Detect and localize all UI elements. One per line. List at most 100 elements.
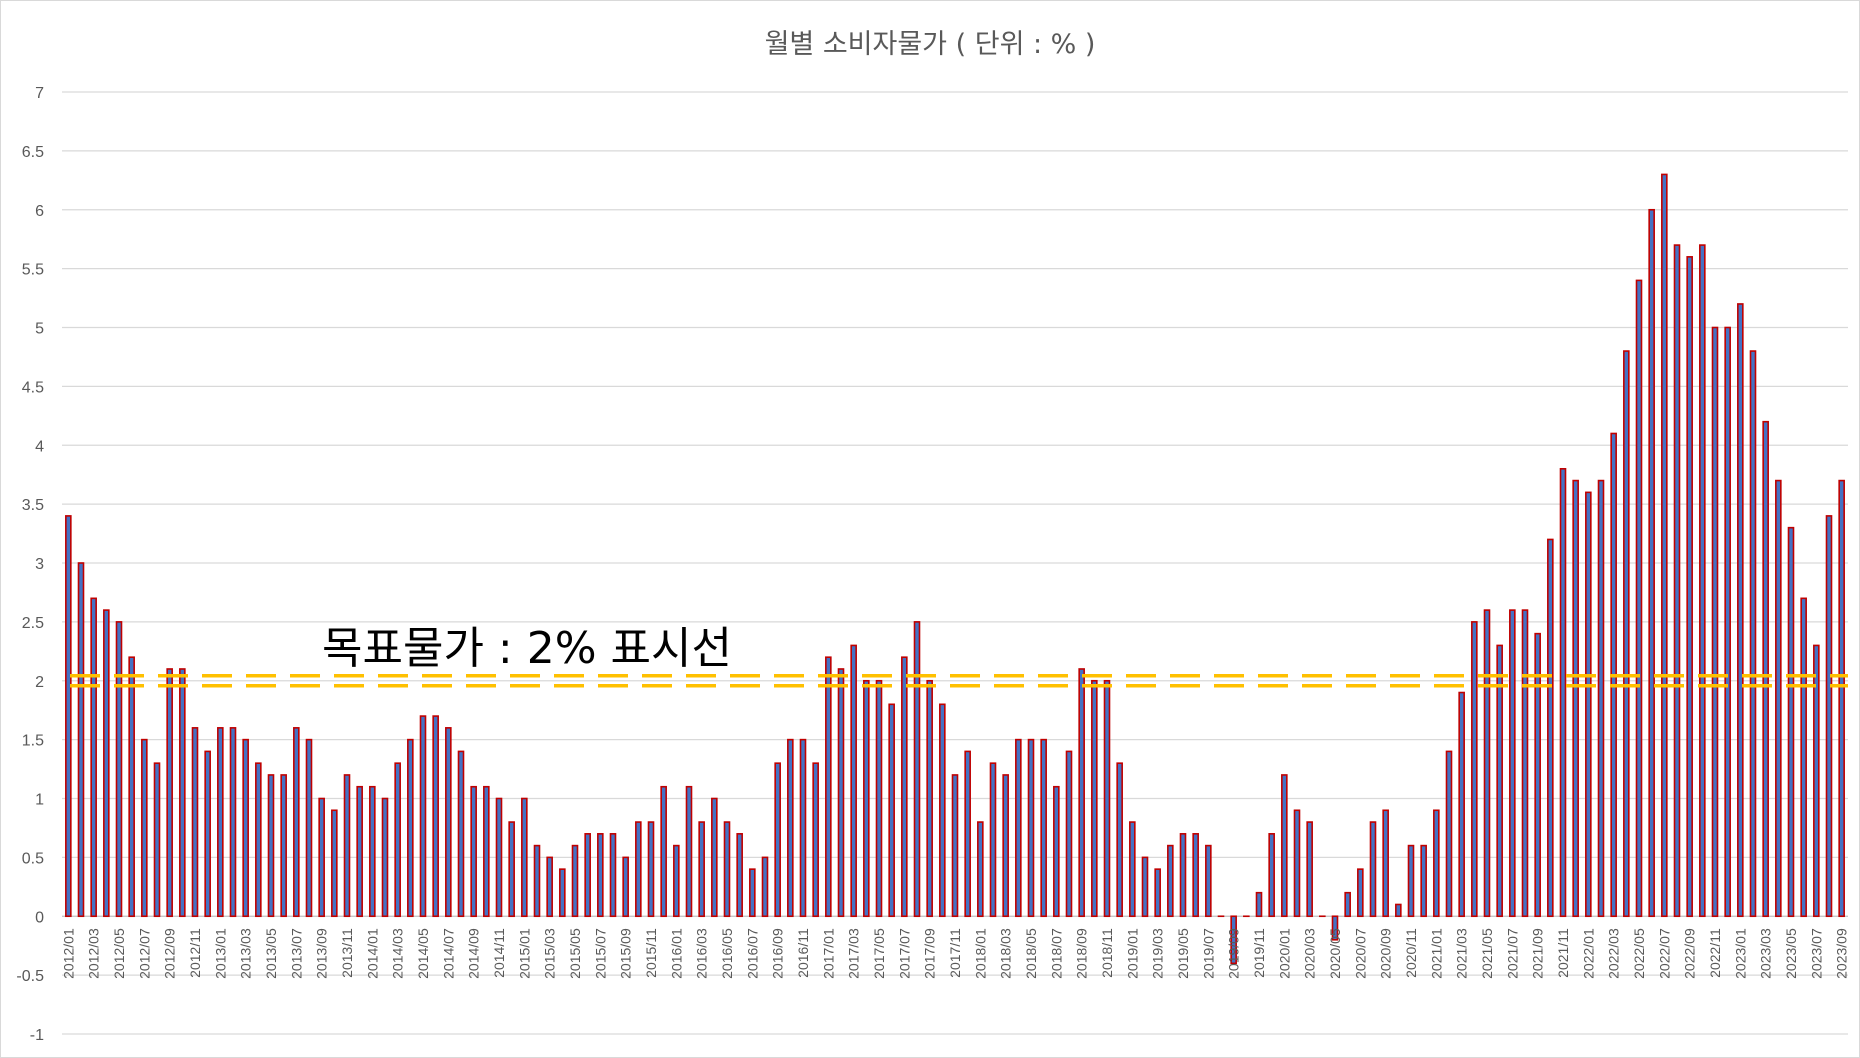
bar <box>951 774 959 918</box>
x-tick-label: 2019/03 <box>1150 928 1166 979</box>
x-tick-label: 2022/05 <box>1631 928 1647 979</box>
bar <box>1521 609 1529 918</box>
bar <box>837 668 845 918</box>
x-tick-label: 2013/03 <box>238 928 254 979</box>
y-tick-label: 0 <box>35 909 44 926</box>
x-tick-label: 2021/07 <box>1504 928 1520 979</box>
x-tick-label: 2019/09 <box>1226 928 1242 979</box>
bar <box>508 821 515 918</box>
bar <box>559 868 566 918</box>
bar <box>1635 279 1643 918</box>
bar <box>457 750 465 918</box>
bar <box>318 797 325 918</box>
y-tick-label: 5 <box>35 321 44 338</box>
x-tick-label: 2013/07 <box>288 928 304 979</box>
bar <box>1749 350 1757 918</box>
x-tick-label: 2022/07 <box>1656 928 1672 979</box>
bar <box>774 762 781 918</box>
bar <box>1458 691 1465 918</box>
bar <box>1496 644 1503 918</box>
bar <box>647 821 655 918</box>
bar <box>1597 479 1605 918</box>
bar <box>103 609 110 918</box>
bar <box>1483 609 1491 918</box>
y-tick-label: 7 <box>35 85 44 102</box>
bar <box>1369 821 1377 918</box>
bar <box>65 515 72 918</box>
bar <box>521 797 528 918</box>
bar <box>369 785 376 918</box>
bar <box>1699 244 1706 918</box>
bar <box>229 727 237 918</box>
x-tick-label: 2022/09 <box>1682 928 1698 979</box>
x-tick-label: 2017/11 <box>947 928 963 978</box>
bar <box>1395 903 1402 918</box>
bar <box>1711 326 1719 918</box>
x-tick-label: 2014/07 <box>440 928 456 979</box>
bar <box>356 785 363 918</box>
x-tick-label: 2018/11 <box>1099 928 1115 978</box>
x-tick-label: 2021/11 <box>1555 928 1571 978</box>
x-tick-label: 2023/07 <box>1808 928 1824 979</box>
bar <box>419 715 427 918</box>
bar <box>166 668 173 918</box>
x-tick-label: 2014/05 <box>415 928 431 979</box>
x-tick-label: 2012/07 <box>136 928 152 979</box>
x-tick-label: 2015/01 <box>516 928 532 979</box>
x-tick-label: 2018/09 <box>1074 928 1090 979</box>
bar <box>761 856 769 918</box>
bar <box>1230 915 1237 965</box>
x-tick-label: 2019/01 <box>1124 928 1140 979</box>
bar <box>267 774 275 918</box>
bar <box>1344 891 1351 918</box>
bar <box>736 833 743 918</box>
x-tick-label: 2016/11 <box>795 928 811 978</box>
y-tick-label: 5.5 <box>22 262 44 279</box>
bar <box>1813 644 1820 918</box>
x-tick-label: 2014/01 <box>364 928 380 979</box>
bar <box>1331 915 1339 941</box>
x-tick-label: 2012/09 <box>162 928 178 979</box>
bar <box>1382 809 1389 918</box>
bar <box>1547 538 1554 918</box>
bar <box>1724 326 1731 918</box>
bar <box>343 774 351 918</box>
bar <box>153 762 161 918</box>
x-tick-label: 2023/03 <box>1758 928 1774 979</box>
x-tick-label: 2017/09 <box>922 928 938 979</box>
bar <box>1281 774 1288 918</box>
bar <box>1585 491 1592 918</box>
bar <box>1129 821 1136 918</box>
y-tick-label: 6 <box>35 203 44 220</box>
bar <box>1116 762 1123 918</box>
x-tick-label: 2016/07 <box>744 928 760 979</box>
bar <box>723 821 731 918</box>
bar <box>888 703 895 918</box>
x-tick-label: 2020/09 <box>1378 928 1394 979</box>
bar <box>1154 868 1161 918</box>
bar <box>331 809 338 918</box>
bar <box>90 597 97 918</box>
bar <box>1572 479 1579 918</box>
bar <box>584 833 591 918</box>
bar <box>571 844 579 918</box>
bar <box>673 844 680 918</box>
bar <box>255 762 262 918</box>
x-tick-label: 2018/07 <box>1048 928 1064 979</box>
bar <box>1433 809 1440 918</box>
bar <box>1775 479 1782 918</box>
bar <box>445 727 452 918</box>
x-tick-label: 2023/09 <box>1834 928 1850 979</box>
y-tick-label: 3 <box>35 556 44 573</box>
bar <box>1559 467 1567 918</box>
x-tick-label: 2022/11 <box>1707 928 1723 978</box>
x-tick-label: 2019/07 <box>1200 928 1216 979</box>
x-tick-label: 2020/05 <box>1327 928 1343 979</box>
bar <box>1103 679 1111 918</box>
x-tick-label: 2012/11 <box>187 928 203 978</box>
bar <box>1838 479 1845 918</box>
x-tick-label: 2012/03 <box>86 928 102 979</box>
bar <box>1091 679 1098 918</box>
x-tick-label: 2015/09 <box>618 928 634 979</box>
